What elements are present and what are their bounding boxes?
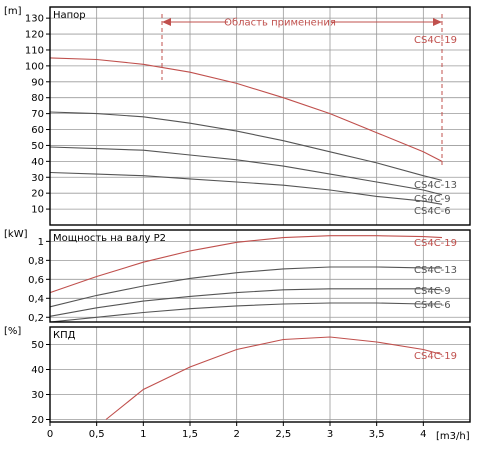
x-axis-unit-label: [m3/h] xyxy=(436,431,470,442)
series-label: CS4C-19 xyxy=(414,351,457,362)
y-tick-label: 80 xyxy=(31,93,44,104)
series-label: CS4C-19 xyxy=(414,35,457,46)
series-line-cs4c-13 xyxy=(49,266,442,308)
y-tick-label: 30 xyxy=(31,390,44,401)
y-tick-label: 0,8 xyxy=(28,256,44,267)
series-label: CS4C-9 xyxy=(414,286,451,297)
panel-frame-efficiency xyxy=(49,326,471,423)
series-line-cs4c-6 xyxy=(49,171,443,205)
grid-layer xyxy=(46,7,470,426)
y-tick-label: 30 xyxy=(31,173,44,184)
y-tick-label: 40 xyxy=(31,157,44,168)
panel-frame-head xyxy=(49,6,471,226)
series-line-cs4c-19 xyxy=(49,57,443,162)
y-tick-label: 10 xyxy=(31,205,44,216)
range-arrowhead-right xyxy=(433,18,442,26)
y-tick-label: 130 xyxy=(25,14,44,25)
y-tick-label: 100 xyxy=(25,61,44,72)
range-arrowhead-left xyxy=(162,18,171,26)
y-tick-label: 110 xyxy=(25,45,44,56)
y-tick-label: 40 xyxy=(31,365,44,376)
y-tick-label: 0,2 xyxy=(28,313,44,324)
x-tick-label: 0 xyxy=(47,429,53,440)
frame-layer xyxy=(49,6,471,423)
panel-title: Мощность на валу P2 xyxy=(53,233,166,244)
y-tick-label: 60 xyxy=(31,125,44,136)
series-line-cs4c-13 xyxy=(49,111,443,181)
panel-frame-power xyxy=(49,229,471,323)
y-tick-label: 90 xyxy=(31,77,44,88)
y-unit-label: [%] xyxy=(4,326,21,337)
y-unit-label: [m] xyxy=(4,6,22,17)
x-tick-label: 0,5 xyxy=(89,429,105,440)
x-tick-label: 2 xyxy=(233,429,239,440)
range-annotation-label: Область применения xyxy=(224,18,336,29)
series-layer xyxy=(49,14,443,420)
y-tick-label: 1 xyxy=(38,237,44,248)
y-tick-label: 50 xyxy=(31,340,44,351)
x-tick-label: 3 xyxy=(327,429,333,440)
series-line-cs4c-6 xyxy=(49,302,442,323)
series-label: CS4C-6 xyxy=(414,300,451,311)
x-tick-label: 3,5 xyxy=(369,429,385,440)
series-line-cs4c-19 xyxy=(105,336,443,420)
y-tick-label: 0,6 xyxy=(28,275,44,286)
x-tick-label: 2,5 xyxy=(275,429,291,440)
series-label: CS4C-19 xyxy=(414,238,457,249)
panel-title: Напор xyxy=(53,10,86,21)
panel-title: КПД xyxy=(53,330,76,341)
series-line-cs4c-9 xyxy=(49,288,443,317)
y-tick-label: 120 xyxy=(25,30,44,41)
series-line-cs4c-9 xyxy=(49,146,443,196)
y-tick-label: 0,4 xyxy=(28,294,44,305)
series-line-cs4c-19 xyxy=(49,235,443,294)
series-label: CS4C-9 xyxy=(414,194,451,205)
series-label: CS4C-13 xyxy=(414,265,457,276)
y-tick-label: 50 xyxy=(31,141,44,152)
series-label: CS4C-13 xyxy=(414,180,457,191)
y-tick-label: 20 xyxy=(31,189,44,200)
x-tick-label: 4 xyxy=(420,429,426,440)
series-label: CS4C-6 xyxy=(414,206,451,217)
y-tick-label: 20 xyxy=(31,415,44,426)
y-tick-label: 70 xyxy=(31,109,44,120)
y-unit-label: [kW] xyxy=(4,229,28,240)
x-tick-label: 1,5 xyxy=(182,429,198,440)
x-tick-label: 1 xyxy=(140,429,146,440)
